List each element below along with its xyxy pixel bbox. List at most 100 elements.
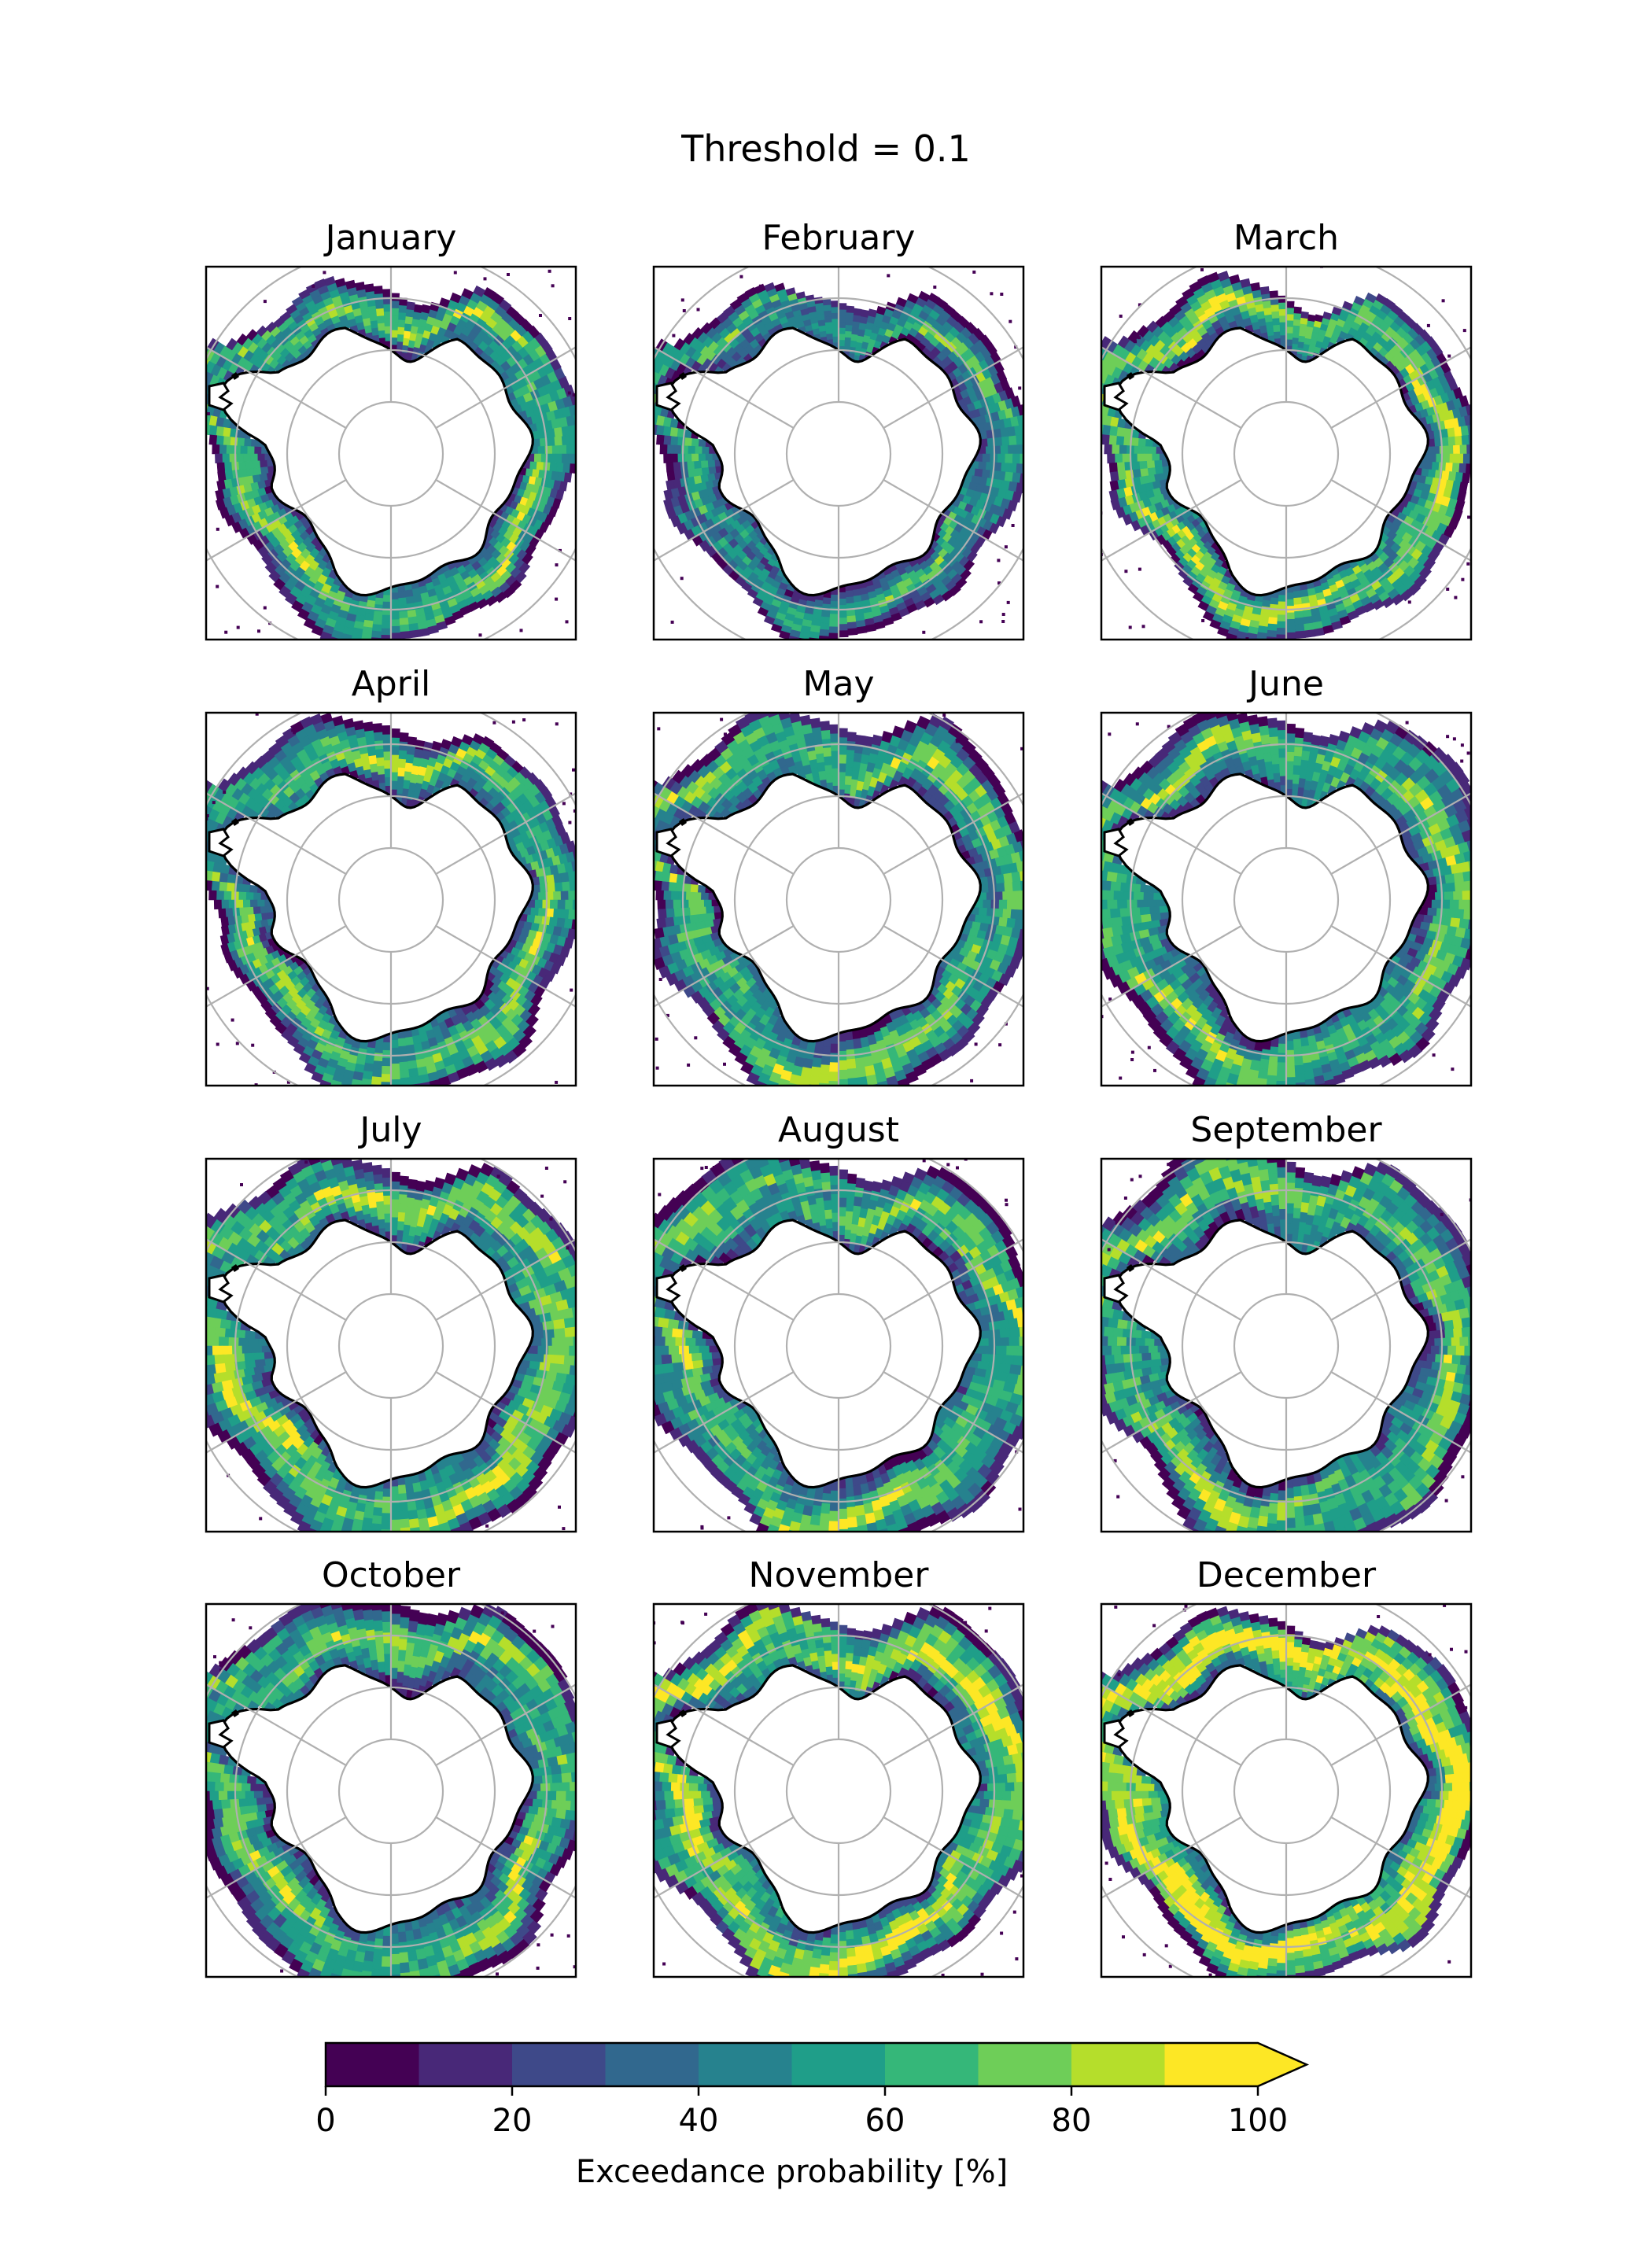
south-america-coast [208, 382, 234, 411]
panel-title: June [1246, 664, 1324, 704]
island-coast [679, 818, 687, 826]
graticule [654, 267, 1023, 640]
panel-title: January [323, 218, 457, 258]
graticule [206, 1159, 576, 1532]
antarctic-coastline [666, 1219, 982, 1489]
south-america-coast [208, 1719, 234, 1749]
south-america-coast [655, 1719, 681, 1749]
sea-ice-field [654, 270, 1023, 640]
antarctic-coastline [666, 773, 982, 1043]
panel-frame [652, 265, 1025, 641]
map-panel: March [1100, 218, 1473, 641]
south-america-coast [1103, 382, 1129, 411]
antarctic-coastline [1114, 326, 1429, 597]
graticule [206, 1604, 576, 1977]
colorbar-bin [605, 2043, 699, 2086]
map-panel: August [652, 1110, 1025, 1533]
colorbar-bin [419, 2043, 513, 2086]
map-panel: January [205, 218, 577, 641]
island-coast [231, 372, 239, 380]
graticule [1101, 1604, 1471, 1977]
island-coast [679, 1709, 687, 1717]
island-coast [1127, 818, 1134, 826]
antarctic-coastline [1114, 773, 1429, 1043]
south-america-coast [208, 828, 234, 857]
south-america-coast [655, 382, 681, 411]
sea-ice-field [206, 1159, 576, 1532]
panel-title: November [749, 1555, 930, 1595]
sea-ice-field [654, 713, 1023, 1086]
panel-title: May [803, 664, 875, 704]
antarctic-coastline [219, 1664, 534, 1934]
colorbar-tick-label: 40 [679, 2103, 719, 2139]
antarctic-coastline [1114, 1664, 1429, 1934]
figure-title: Threshold = 0.1 [680, 127, 971, 170]
panel-frame [652, 711, 1025, 1087]
colorbar-bin [978, 2043, 1072, 2086]
colorbar-tick-label: 20 [492, 2103, 533, 2139]
island-coast [1127, 372, 1134, 380]
graticule [1101, 1159, 1471, 1532]
south-america-coast [1103, 1719, 1129, 1749]
colorbar-tick-label: 80 [1052, 2103, 1092, 2139]
panel-frame [1100, 1602, 1473, 1978]
map-panel: June [1100, 664, 1473, 1087]
island-coast [679, 1264, 687, 1272]
panel-frame [205, 711, 577, 1087]
panel-title: March [1233, 218, 1339, 258]
graticule [1101, 267, 1471, 640]
island-coast [231, 1264, 239, 1272]
south-america-coast [208, 1274, 234, 1304]
antarctic-coastline [666, 1664, 982, 1934]
colorbar-tick-label: 60 [865, 2103, 905, 2139]
south-america-coast [655, 1274, 681, 1304]
graticule [206, 267, 576, 640]
colorbar-label: Exceedance probability [%] [576, 2154, 1008, 2190]
map-panel: July [205, 1110, 577, 1533]
panel-frame [1100, 711, 1473, 1087]
graticule [1101, 713, 1471, 1086]
antarctic-coastline [219, 773, 534, 1043]
graticule [206, 713, 576, 1086]
map-panel: October [205, 1555, 577, 1978]
south-america-coast [1103, 1274, 1129, 1304]
graticule [654, 1604, 1023, 1977]
colorbar-bin [1071, 2043, 1165, 2086]
panel-frame [205, 1602, 577, 1978]
map-panels: January February March April May June July Augu… [205, 218, 1473, 1978]
panel-title: February [762, 218, 916, 258]
panel-frame [652, 1602, 1025, 1978]
colorbar-tick-label: 100 [1228, 2103, 1288, 2139]
panel-title: April [352, 664, 431, 704]
panel-frame [205, 1157, 577, 1533]
antarctic-coastline [1114, 1219, 1429, 1489]
graticule [654, 713, 1023, 1086]
panel-title: October [322, 1555, 461, 1595]
south-america-coast [655, 828, 681, 857]
colorbar-bin [326, 2043, 419, 2086]
panel-title: December [1197, 1555, 1377, 1595]
antarctic-coastline [219, 1219, 534, 1489]
island-coast [231, 818, 239, 826]
map-panel: May [652, 664, 1025, 1087]
island-coast [1127, 1709, 1134, 1717]
colorbar-bin [885, 2043, 979, 2086]
graticule [654, 1159, 1023, 1532]
map-panel: February [652, 218, 1025, 641]
map-panel: April [205, 664, 577, 1087]
panel-frame [1100, 1157, 1473, 1533]
island-coast [679, 372, 687, 380]
island-coast [1127, 1264, 1134, 1272]
antarctic-coastline [666, 326, 982, 597]
island-coast [231, 1709, 239, 1717]
map-panel: September [1100, 1110, 1473, 1533]
panel-frame [205, 265, 577, 641]
map-panel: December [1100, 1555, 1473, 1978]
colorbar-bin [699, 2043, 792, 2086]
panel-title: August [778, 1110, 899, 1150]
panel-frame [1100, 265, 1473, 641]
colorbar-extend-arrow [1258, 2043, 1307, 2086]
colorbar-bin [512, 2043, 606, 2086]
colorbar-bin [791, 2043, 886, 2086]
